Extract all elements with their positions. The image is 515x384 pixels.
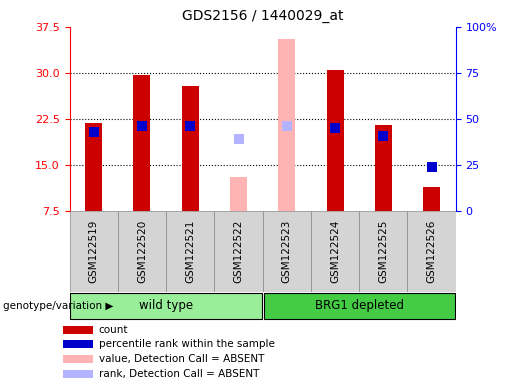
Text: genotype/variation ▶: genotype/variation ▶ bbox=[3, 301, 113, 311]
Point bbox=[331, 125, 339, 131]
Text: rank, Detection Call = ABSENT: rank, Detection Call = ABSENT bbox=[99, 369, 259, 379]
Bar bbox=[63, 370, 93, 377]
Point bbox=[283, 123, 291, 129]
Point bbox=[234, 136, 243, 142]
Bar bbox=[311, 211, 359, 292]
Bar bbox=[63, 326, 93, 334]
Text: GSM122526: GSM122526 bbox=[426, 220, 437, 283]
Bar bbox=[359, 211, 407, 292]
Text: GSM122520: GSM122520 bbox=[137, 220, 147, 283]
Text: GSM122523: GSM122523 bbox=[282, 220, 292, 283]
Bar bbox=[407, 211, 456, 292]
Bar bbox=[263, 211, 311, 292]
Text: wild type: wild type bbox=[139, 299, 193, 312]
Text: GSM122525: GSM122525 bbox=[379, 220, 388, 283]
Text: GSM122524: GSM122524 bbox=[330, 220, 340, 283]
Text: GSM122519: GSM122519 bbox=[89, 220, 99, 283]
Bar bbox=[71, 293, 262, 319]
Bar bbox=[230, 177, 247, 211]
Bar bbox=[214, 211, 263, 292]
Point bbox=[427, 164, 436, 170]
Text: GSM122521: GSM122521 bbox=[185, 220, 195, 283]
Point bbox=[379, 132, 387, 139]
Bar bbox=[85, 123, 102, 211]
Bar bbox=[327, 70, 344, 211]
Point bbox=[186, 123, 194, 129]
Point bbox=[90, 129, 98, 135]
Bar bbox=[182, 86, 199, 211]
Bar bbox=[63, 355, 93, 363]
Point bbox=[138, 123, 146, 129]
Bar bbox=[118, 211, 166, 292]
Title: GDS2156 / 1440029_at: GDS2156 / 1440029_at bbox=[182, 9, 344, 23]
Text: count: count bbox=[99, 325, 128, 335]
Text: percentile rank within the sample: percentile rank within the sample bbox=[99, 339, 274, 349]
Bar bbox=[264, 293, 455, 319]
Bar bbox=[423, 187, 440, 211]
Text: GSM122522: GSM122522 bbox=[233, 220, 244, 283]
Bar bbox=[375, 125, 392, 211]
Bar bbox=[63, 341, 93, 348]
Bar bbox=[166, 211, 214, 292]
Text: BRG1 depleted: BRG1 depleted bbox=[315, 299, 404, 312]
Bar bbox=[70, 211, 118, 292]
Bar bbox=[133, 75, 150, 211]
Bar bbox=[278, 39, 295, 211]
Text: value, Detection Call = ABSENT: value, Detection Call = ABSENT bbox=[99, 354, 264, 364]
